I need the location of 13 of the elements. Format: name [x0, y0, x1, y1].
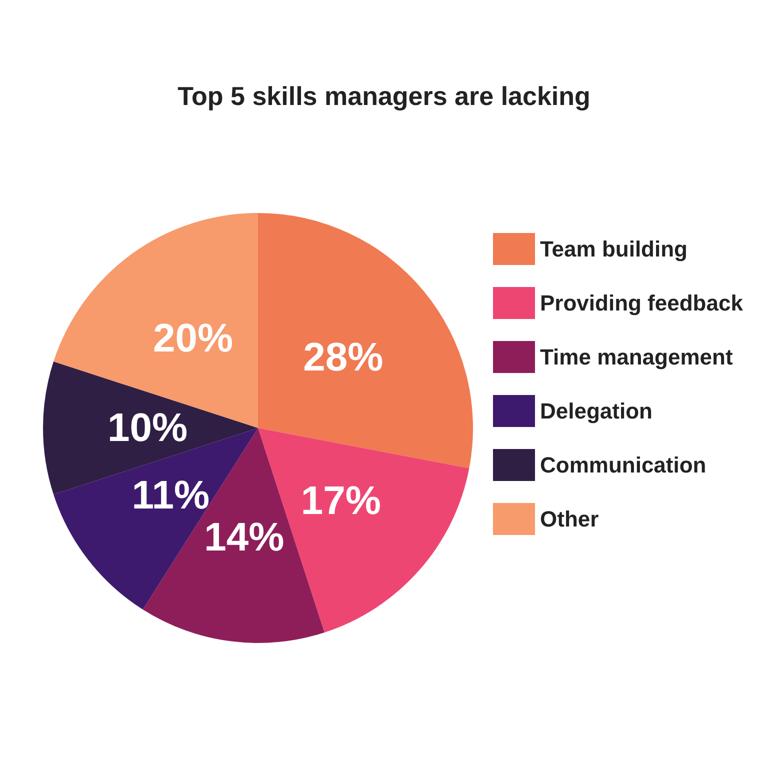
- data-label: 28%: [303, 336, 384, 380]
- data-label: 11%: [132, 474, 210, 518]
- legend-label: Other: [540, 506, 600, 532]
- data-label: 10%: [107, 406, 188, 450]
- legend-label: Providing feedback: [540, 290, 744, 316]
- data-label: 14%: [204, 516, 284, 560]
- data-label: 17%: [300, 479, 381, 524]
- data-label: 20%: [153, 316, 234, 361]
- legend-label: Delegation: [540, 398, 652, 424]
- legend-label: Time management: [540, 344, 734, 370]
- chart-title: Top 5 skills managers are lacking: [178, 81, 590, 111]
- legend-label: Communication: [540, 452, 706, 478]
- legend-label: Team building: [540, 236, 688, 262]
